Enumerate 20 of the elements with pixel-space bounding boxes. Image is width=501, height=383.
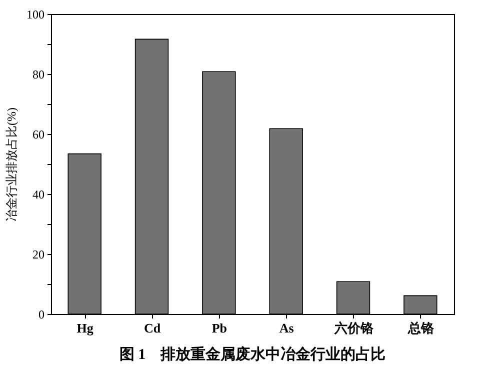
y-tick-label: 20 <box>32 248 44 262</box>
bar <box>134 38 169 314</box>
y-tick-label: 80 <box>32 68 44 82</box>
text: 图 1 排放重金属废水中冶金行业的占比 <box>119 345 386 363</box>
y-tick-label: 40 <box>32 188 44 202</box>
x-tick-label: Hg <box>76 320 94 336</box>
bar <box>68 153 102 314</box>
x-tick-label: As <box>279 320 294 336</box>
bar <box>404 295 438 314</box>
bar <box>336 281 370 314</box>
y-tick-label: 60 <box>32 128 44 142</box>
y-tick-label: 100 <box>26 8 44 22</box>
x-tick-label: Cd <box>144 320 162 336</box>
x-tick-label: Pb <box>212 320 228 336</box>
bar <box>269 128 303 314</box>
x-tick-label: 六价铬 <box>333 320 374 336</box>
y-axis-title: 冶金行业排放占比(%) <box>4 108 18 222</box>
y-tick-label: 0 <box>38 308 44 322</box>
bar <box>202 71 236 314</box>
x-tick-label: 总铬 <box>406 320 435 336</box>
